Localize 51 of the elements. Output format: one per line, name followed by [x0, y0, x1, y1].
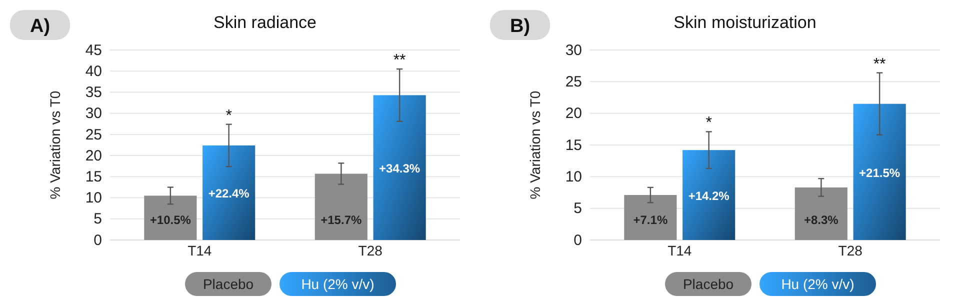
bar [144, 196, 197, 240]
data-label: +7.1% [633, 213, 668, 227]
y-tick-label: 30 [85, 105, 102, 122]
y-tick-label: 25 [85, 126, 102, 144]
y-tick-label: 5 [94, 210, 102, 228]
y-tick-label: 0 [94, 232, 102, 249]
y-tick-label: 25 [565, 73, 582, 90]
data-label: +8.3% [804, 213, 839, 227]
annotation: ** [873, 56, 886, 73]
text: Placebo [682, 276, 734, 292]
bar [373, 95, 426, 240]
y-tick-label: 40 [85, 62, 102, 80]
y-tick-label: 0 [574, 232, 582, 249]
data-label: +15.7% [320, 213, 362, 227]
data-label: +22.4% [208, 186, 250, 201]
x-tick-label: T14 [668, 242, 692, 259]
annotation: * [226, 107, 232, 124]
y-tick-label: 20 [85, 147, 102, 164]
y-tick-label: 30 [565, 42, 582, 59]
data-label: +10.5% [150, 213, 192, 227]
data-label: +14.2% [688, 189, 730, 204]
text: Placebo [202, 276, 254, 292]
y-tick-label: 5 [574, 200, 582, 218]
chart-title: Skin radiance [213, 13, 317, 32]
data-label: +21.5% [859, 166, 900, 180]
x-tick-label: T14 [188, 242, 212, 259]
x-tick-label: T28 [838, 242, 863, 259]
y-tick-label: 15 [85, 168, 102, 186]
y-tick-label: 45 [85, 42, 102, 59]
y-tick-label: 10 [85, 190, 102, 207]
text: Hu (2% v/v) [781, 276, 854, 292]
y-tick-label: 10 [565, 168, 582, 186]
annotation: * [706, 114, 712, 132]
chart-title: Skin moisturization [674, 13, 816, 32]
bar [624, 195, 677, 240]
y-axis-title: % Variation vs T0 [47, 90, 63, 200]
text: Hu (2% v/v) [301, 276, 374, 292]
bar [314, 174, 368, 240]
data-label: +34.3% [379, 162, 420, 176]
y-tick-label: 15 [565, 136, 582, 154]
bar [794, 187, 848, 240]
y-tick-label: 20 [565, 105, 582, 122]
bar [202, 145, 256, 240]
x-tick-label: T28 [358, 242, 383, 259]
bar [853, 104, 906, 240]
text: B) [510, 16, 530, 37]
bar [682, 150, 736, 240]
annotation: ** [393, 52, 406, 69]
text: A) [30, 16, 50, 37]
y-axis-title: % Variation vs T0 [527, 90, 543, 200]
y-tick-label: 35 [85, 84, 102, 102]
